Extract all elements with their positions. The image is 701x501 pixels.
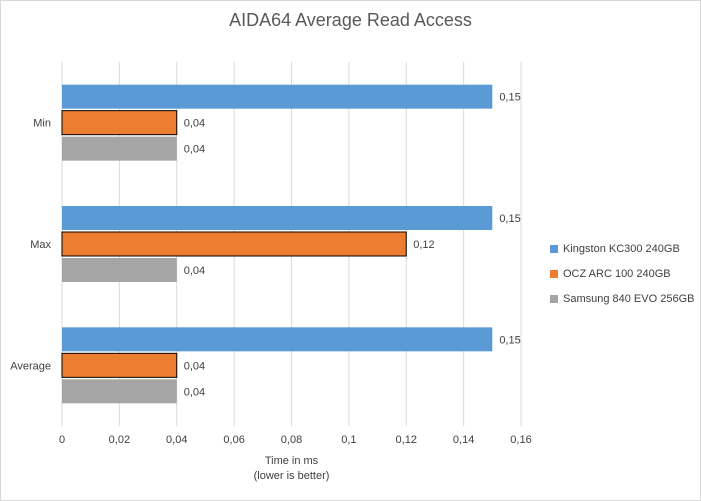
x-tick-label: 0,04 <box>166 434 187 446</box>
legend-label: Kingston KC300 240GB <box>563 242 680 255</box>
x-tick-label: 0,14 <box>453 434 474 446</box>
data-label: 0,15 <box>499 213 520 225</box>
bar <box>62 206 493 230</box>
x-axis-title: Time in ms <box>265 455 319 467</box>
data-label: 0,04 <box>184 386 205 398</box>
legend-label: Samsung 840 EVO 256GB <box>563 292 695 305</box>
data-label: 0,04 <box>184 118 205 130</box>
legend-item: Samsung 840 EVO 256GB <box>550 286 694 311</box>
bar <box>61 110 178 136</box>
data-label: 0,12 <box>413 239 434 251</box>
category-label: Min <box>33 118 51 130</box>
data-label: 0,15 <box>499 92 520 104</box>
category-label: Max <box>30 239 51 251</box>
x-tick-label: 0,08 <box>281 434 302 446</box>
bar <box>62 327 493 352</box>
legend-item: OCZ ARC 100 240GB <box>550 261 694 286</box>
legend-swatch <box>550 269 558 278</box>
x-tick-label: 0 <box>59 434 65 446</box>
x-tick-label: 0,1 <box>341 434 356 446</box>
bar <box>61 352 178 378</box>
data-label: 0,15 <box>499 334 520 346</box>
x-axis-title: (lower is better) <box>254 470 330 482</box>
bar <box>62 136 177 161</box>
chart-legend: Kingston KC300 240GB OCZ ARC 100 240GB Sam… <box>550 236 694 311</box>
x-tick-label: 0,16 <box>510 434 531 446</box>
chart-title: AIDA64 Average Read Access <box>229 10 472 30</box>
bar <box>62 84 493 109</box>
x-tick-label: 0,02 <box>109 434 130 446</box>
legend-label: OCZ ARC 100 240GB <box>563 267 671 280</box>
x-tick-label: 0,06 <box>223 434 244 446</box>
legend-swatch <box>550 244 558 253</box>
data-label: 0,04 <box>184 265 205 277</box>
data-label: 0,04 <box>184 360 205 372</box>
legend-swatch <box>550 294 558 303</box>
legend-item: Kingston KC300 240GB <box>550 236 694 261</box>
bar <box>62 258 177 282</box>
category-label: Average <box>10 360 51 372</box>
bar <box>61 231 407 257</box>
data-label: 0,04 <box>184 144 205 156</box>
bar <box>62 379 177 404</box>
x-tick-label: 0,12 <box>396 434 417 446</box>
